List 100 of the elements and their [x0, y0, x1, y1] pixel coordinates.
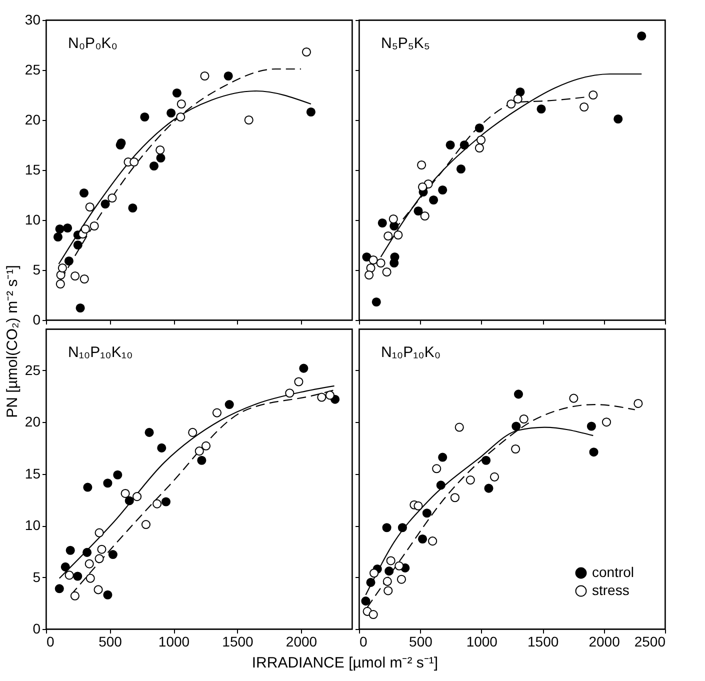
- point: [58, 263, 67, 273]
- point: [82, 548, 92, 557]
- point: [390, 258, 399, 268]
- point: [141, 520, 150, 530]
- y-tick-label: 10: [24, 212, 41, 228]
- point: [511, 444, 520, 454]
- point: [588, 90, 598, 100]
- point: [128, 203, 138, 213]
- point: [64, 256, 74, 266]
- point: [414, 206, 423, 216]
- point: [103, 590, 112, 600]
- point: [438, 185, 448, 195]
- point: [386, 556, 396, 566]
- point: [285, 388, 294, 398]
- point: [364, 270, 374, 280]
- point: [120, 488, 130, 498]
- point: [512, 422, 521, 431]
- point: [388, 214, 398, 224]
- point: [422, 508, 432, 518]
- point: [466, 476, 475, 485]
- point: [103, 478, 112, 488]
- point: [514, 390, 524, 399]
- point: [398, 523, 407, 532]
- point: [420, 211, 430, 221]
- point: [124, 496, 134, 506]
- point: [454, 422, 464, 432]
- x-tick-label: 2500: [634, 634, 666, 650]
- y-tick-label: 0: [32, 312, 41, 328]
- point: [94, 585, 103, 594]
- point: [60, 562, 70, 572]
- point: [161, 497, 171, 506]
- point: [418, 182, 428, 192]
- point: [428, 536, 438, 546]
- point: [586, 422, 596, 431]
- point: [100, 199, 110, 209]
- point: [417, 160, 426, 170]
- point: [172, 88, 182, 98]
- point: [446, 140, 455, 150]
- point: [569, 394, 578, 403]
- point: [224, 400, 234, 410]
- point: [376, 258, 386, 268]
- y-tick-label: 20: [24, 112, 41, 128]
- point: [382, 523, 392, 532]
- point: [200, 71, 210, 81]
- point: [372, 297, 381, 307]
- point: [54, 584, 64, 594]
- point: [194, 446, 204, 456]
- point: [73, 572, 82, 581]
- point: [132, 492, 142, 502]
- point: [432, 464, 442, 474]
- x-tick-label: 500: [409, 634, 433, 650]
- text: N₅P₅K₅: [381, 35, 430, 52]
- point: [108, 193, 117, 203]
- point: [53, 232, 63, 242]
- point: [224, 71, 233, 81]
- point: [108, 550, 118, 560]
- text: N₀P₀K₀: [68, 35, 118, 52]
- point: [384, 566, 394, 576]
- point: [188, 428, 198, 437]
- point: [79, 188, 89, 198]
- x-tick-label: 500: [98, 634, 122, 650]
- point: [460, 140, 469, 150]
- point: [394, 230, 403, 240]
- point: [482, 456, 491, 465]
- point: [513, 94, 522, 104]
- point: [382, 267, 392, 277]
- point: [368, 255, 378, 265]
- point: [414, 501, 423, 510]
- point: [85, 202, 94, 212]
- point: [197, 456, 206, 465]
- point: [63, 223, 72, 233]
- point: [506, 99, 516, 109]
- x-tick-label: 1500: [222, 634, 254, 650]
- y-tick-label: 25: [24, 62, 41, 78]
- point: [152, 499, 162, 508]
- point: [144, 428, 154, 437]
- point: [176, 112, 186, 122]
- y-tick-label: 25: [24, 362, 41, 378]
- point: [384, 231, 393, 241]
- point: [418, 534, 428, 544]
- point: [244, 115, 254, 125]
- point: [76, 303, 85, 313]
- point: [94, 528, 104, 538]
- point: [94, 554, 104, 564]
- point: [56, 279, 65, 289]
- point: [201, 441, 211, 450]
- point: [394, 561, 404, 570]
- point: [80, 274, 89, 284]
- point: [166, 108, 176, 118]
- point: [614, 114, 623, 124]
- point: [113, 470, 122, 480]
- point: [382, 576, 392, 586]
- point: [325, 390, 334, 400]
- point: [66, 546, 75, 555]
- x-tick-label: 1000: [158, 634, 190, 650]
- point: [156, 145, 165, 155]
- y-tick-label: 20: [24, 414, 41, 430]
- point: [370, 568, 379, 578]
- point: [302, 47, 312, 57]
- y-tick-label: 30: [24, 12, 41, 28]
